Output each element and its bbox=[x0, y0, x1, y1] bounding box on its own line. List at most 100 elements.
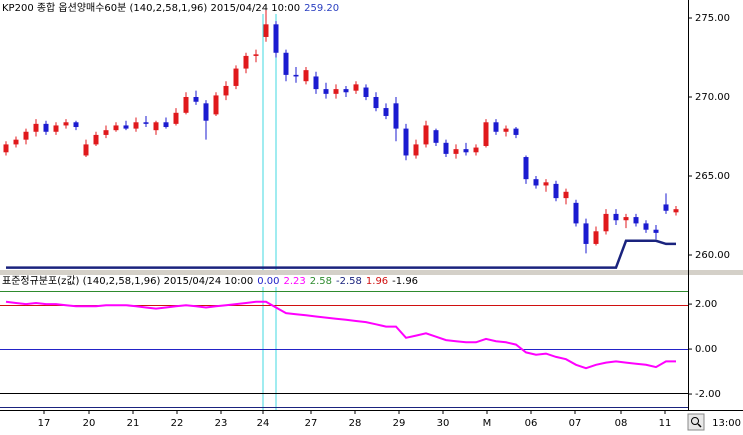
x-tick-label: 07 bbox=[569, 418, 582, 429]
candle-body bbox=[553, 183, 559, 199]
candle-body bbox=[23, 131, 29, 140]
candle-body bbox=[93, 134, 99, 145]
candle-body bbox=[153, 122, 159, 131]
candle-body bbox=[593, 231, 599, 244]
candle-body bbox=[563, 191, 569, 199]
zoom-button[interactable] bbox=[687, 413, 705, 431]
legend-value: 2.23 bbox=[284, 276, 306, 287]
time-label: 13:00 bbox=[712, 418, 741, 429]
candle-body bbox=[623, 217, 629, 221]
candle-body bbox=[313, 76, 319, 90]
candle-body bbox=[53, 125, 59, 132]
candle-body bbox=[343, 89, 349, 93]
zoom-icon bbox=[691, 417, 699, 425]
candle-body bbox=[633, 217, 639, 224]
x-tick-label: 27 bbox=[305, 418, 318, 429]
candle-body bbox=[63, 122, 69, 126]
candle-body bbox=[613, 213, 619, 221]
candle-body bbox=[473, 147, 479, 153]
indicator-line bbox=[6, 239, 676, 269]
candle-body bbox=[133, 122, 139, 129]
x-tick-label: 21 bbox=[127, 418, 140, 429]
x-tick-label: 11 bbox=[659, 418, 672, 429]
candle-body bbox=[183, 97, 189, 113]
candle-body bbox=[13, 139, 19, 145]
y-tick-label: 260.00 bbox=[695, 250, 730, 261]
candle-body bbox=[293, 74, 299, 77]
candle-body bbox=[423, 125, 429, 145]
y-tick-label: 275.00 bbox=[695, 13, 730, 24]
title-text: 표준정규분포(z값) (140,2,58,1,96) 2015/04/24 10… bbox=[2, 275, 253, 287]
candle-body bbox=[73, 122, 79, 128]
candle-body bbox=[673, 209, 679, 213]
candle-body bbox=[383, 108, 389, 116]
x-tick-label: 29 bbox=[393, 418, 406, 429]
candle-body bbox=[353, 84, 359, 91]
candle-body bbox=[403, 128, 409, 156]
legend-value: -2.58 bbox=[336, 276, 362, 287]
x-tick-label: 23 bbox=[215, 418, 228, 429]
x-tick-label: 06 bbox=[525, 418, 538, 429]
candle-body bbox=[223, 85, 229, 96]
candle-body bbox=[463, 149, 469, 153]
y-tick-label: 270.00 bbox=[695, 92, 730, 103]
z-line bbox=[5, 300, 676, 370]
candle-body bbox=[323, 89, 329, 94]
candle-body bbox=[533, 179, 539, 186]
candle-body bbox=[193, 97, 199, 102]
candle-body bbox=[653, 229, 659, 233]
candle-body bbox=[123, 125, 129, 129]
candle-body bbox=[233, 68, 239, 86]
panel-splitter[interactable] bbox=[0, 270, 743, 275]
candle-body bbox=[203, 103, 209, 121]
legend-value: 0.00 bbox=[257, 276, 279, 287]
y-tick-label: 2.00 bbox=[695, 299, 717, 310]
zoom-icon bbox=[697, 423, 702, 428]
candle-body bbox=[3, 144, 9, 153]
candle-body bbox=[643, 223, 649, 230]
title-text: KP200 종합 옵션양매수60분 (140,2,58,1,96) 2015/0… bbox=[2, 2, 300, 14]
candle-body bbox=[103, 130, 109, 135]
candle-body bbox=[453, 149, 459, 154]
x-tick-label: 17 bbox=[38, 418, 51, 429]
candle-body bbox=[143, 122, 149, 124]
candle-body bbox=[443, 142, 449, 154]
candle-body bbox=[263, 24, 269, 37]
candle-body bbox=[433, 130, 439, 143]
candle-body bbox=[33, 123, 39, 132]
y-tick-label: 0.00 bbox=[695, 344, 717, 355]
candle-body bbox=[393, 103, 399, 129]
candle-body bbox=[83, 144, 89, 156]
panel-title: KP200 종합 옵션양매수60분 (140,2,58,1,96) 2015/0… bbox=[2, 2, 339, 14]
candle-body bbox=[303, 70, 309, 82]
candle-body bbox=[173, 112, 179, 124]
legend-value: 1.96 bbox=[366, 276, 388, 287]
y-tick-label: -2.00 bbox=[695, 389, 721, 400]
candle-body bbox=[523, 157, 529, 180]
candle-body bbox=[253, 54, 259, 56]
candle-body bbox=[363, 87, 369, 98]
candle-body bbox=[373, 97, 379, 109]
x-tick-label: M bbox=[483, 418, 492, 429]
candle-body bbox=[543, 182, 549, 186]
candle-body bbox=[113, 125, 119, 131]
panel-title: 표준정규분포(z값) (140,2,58,1,96) 2015/04/24 10… bbox=[2, 275, 418, 287]
candle-body bbox=[163, 122, 169, 128]
candle-body bbox=[483, 122, 489, 146]
x-tick-label: 24 bbox=[257, 418, 270, 429]
candle-body bbox=[603, 213, 609, 232]
candle-body bbox=[243, 55, 249, 69]
candle-body bbox=[573, 202, 579, 224]
legend-value: -1.96 bbox=[392, 276, 418, 287]
candle-body bbox=[663, 204, 669, 211]
candle-body bbox=[513, 128, 519, 135]
candle-body bbox=[43, 123, 49, 132]
legend-value: 2.58 bbox=[310, 276, 332, 287]
x-tick-label: 22 bbox=[171, 418, 184, 429]
x-tick-label: 30 bbox=[437, 418, 450, 429]
x-tick-label: 20 bbox=[83, 418, 96, 429]
y-tick-label: 265.00 bbox=[695, 171, 730, 182]
candle-body bbox=[273, 24, 279, 53]
